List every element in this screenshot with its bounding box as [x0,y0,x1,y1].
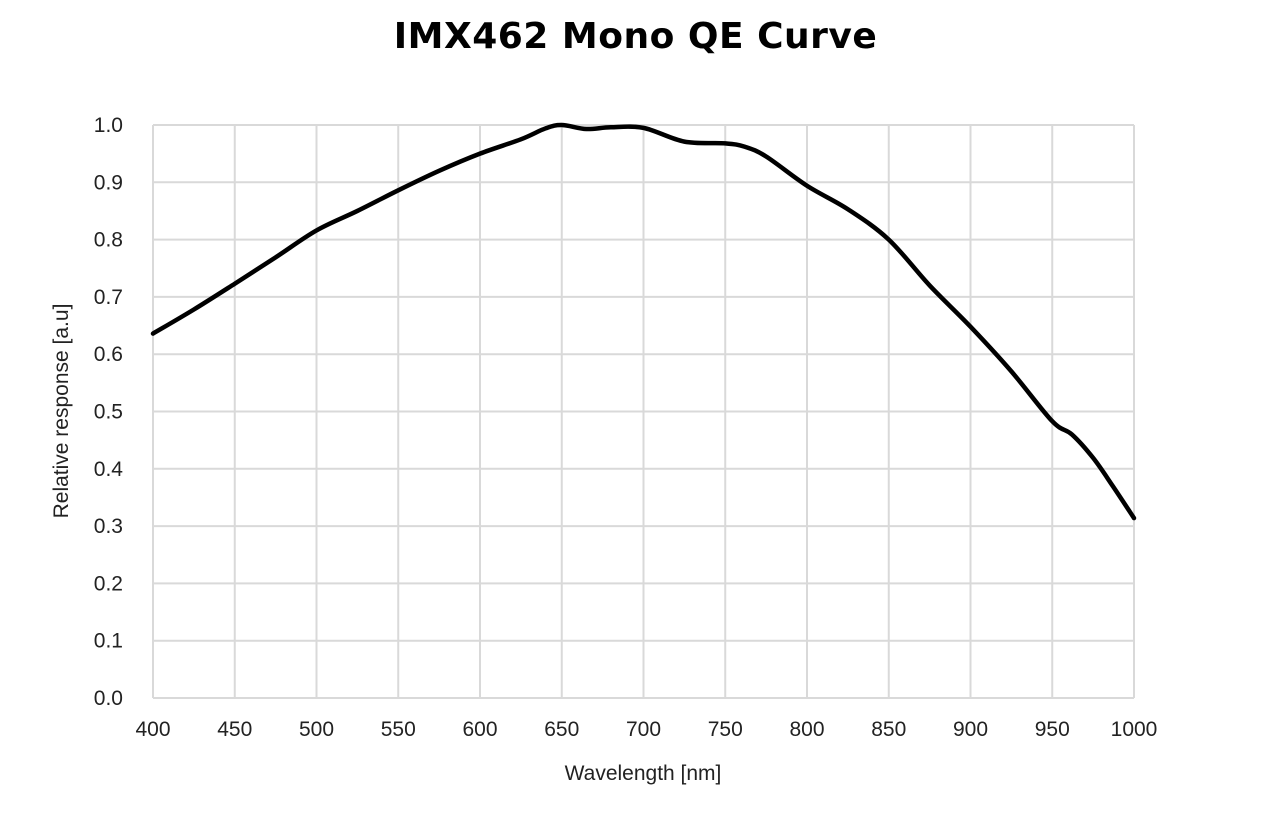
y-tick-label: 0.0 [94,687,123,710]
x-tick-label: 800 [789,718,824,741]
x-tick-label: 950 [1035,718,1070,741]
x-tick-label: 600 [462,718,497,741]
y-tick-label: 0.7 [94,286,123,309]
grid [152,124,1135,699]
y-tick-label: 0.5 [94,401,123,424]
x-tick-label: 900 [953,718,988,741]
x-tick-label: 550 [381,718,416,741]
x-tick-label: 400 [135,718,170,741]
y-tick-label: 0.1 [94,630,123,653]
y-tick-label: 1.0 [94,114,123,137]
x-tick-label: 450 [217,718,252,741]
x-tick-label: 650 [544,718,579,741]
x-tick-label: 750 [708,718,743,741]
y-tick-label: 0.2 [94,572,123,595]
y-tick-label: 0.3 [94,515,123,538]
y-tick-labels: 0.0 0.1 0.2 0.3 0.4 0.5 0.6 0.7 0.8 0.9 1.0 [94,114,124,710]
x-tick-labels: 400 450 500 550 600 650 700 750 800 850 900 950 1000 [135,718,1157,741]
x-tick-label: 500 [299,718,334,741]
qe-curve-line [150,122,1137,521]
chart-title: IMX462 Mono QE Curve [393,16,878,57]
y-tick-label: 0.8 [94,229,123,252]
y-tick-label: 0.6 [94,343,123,366]
x-tick-label: 1000 [1111,718,1158,741]
y-tick-label: 0.9 [94,171,123,194]
y-axis-label: Relative response [a.u] [50,304,73,519]
x-axis-label: Wavelength [nm] [565,762,722,785]
x-tick-label: 700 [626,718,661,741]
x-tick-label: 850 [871,718,906,741]
y-tick-label: 0.4 [94,458,124,481]
